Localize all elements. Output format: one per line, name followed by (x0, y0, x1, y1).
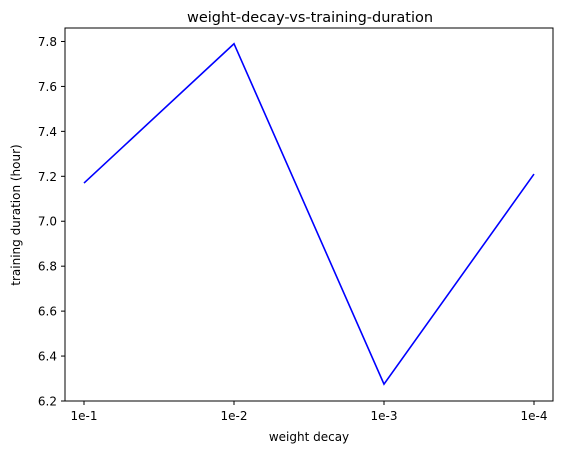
y-axis-label: training duration (hour) (9, 144, 23, 285)
y-tick-label: 7.0 (38, 215, 57, 229)
y-tick-label: 7.6 (38, 80, 57, 94)
y-tick-label: 7.8 (38, 35, 57, 49)
x-tick-label: 1e-1 (71, 409, 98, 423)
chart-title: weight-decay-vs-training-duration (187, 10, 433, 26)
y-tick-label: 7.4 (38, 125, 57, 139)
x-axis-label: weight decay (269, 430, 349, 444)
y-tick-label: 6.8 (38, 260, 57, 274)
y-tick-label: 6.2 (38, 395, 57, 409)
y-tick-label: 6.4 (38, 350, 57, 364)
x-tick-label: 1e-3 (371, 409, 398, 423)
y-axis: 6.2 6.4 6.6 6.8 7.0 7.2 7.4 7.6 7.8 (38, 35, 65, 409)
x-tick-label: 1e-2 (221, 409, 248, 423)
plot-area-frame (64, 27, 554, 402)
y-tick-label: 6.6 (38, 305, 57, 319)
series-layer (83, 42, 535, 386)
y-tick-label: 7.2 (38, 170, 57, 184)
x-tick-label: 1e-4 (521, 409, 548, 423)
x-axis: 1e-1 1e-2 1e-3 1e-4 (71, 401, 548, 423)
series-line (83, 42, 535, 386)
